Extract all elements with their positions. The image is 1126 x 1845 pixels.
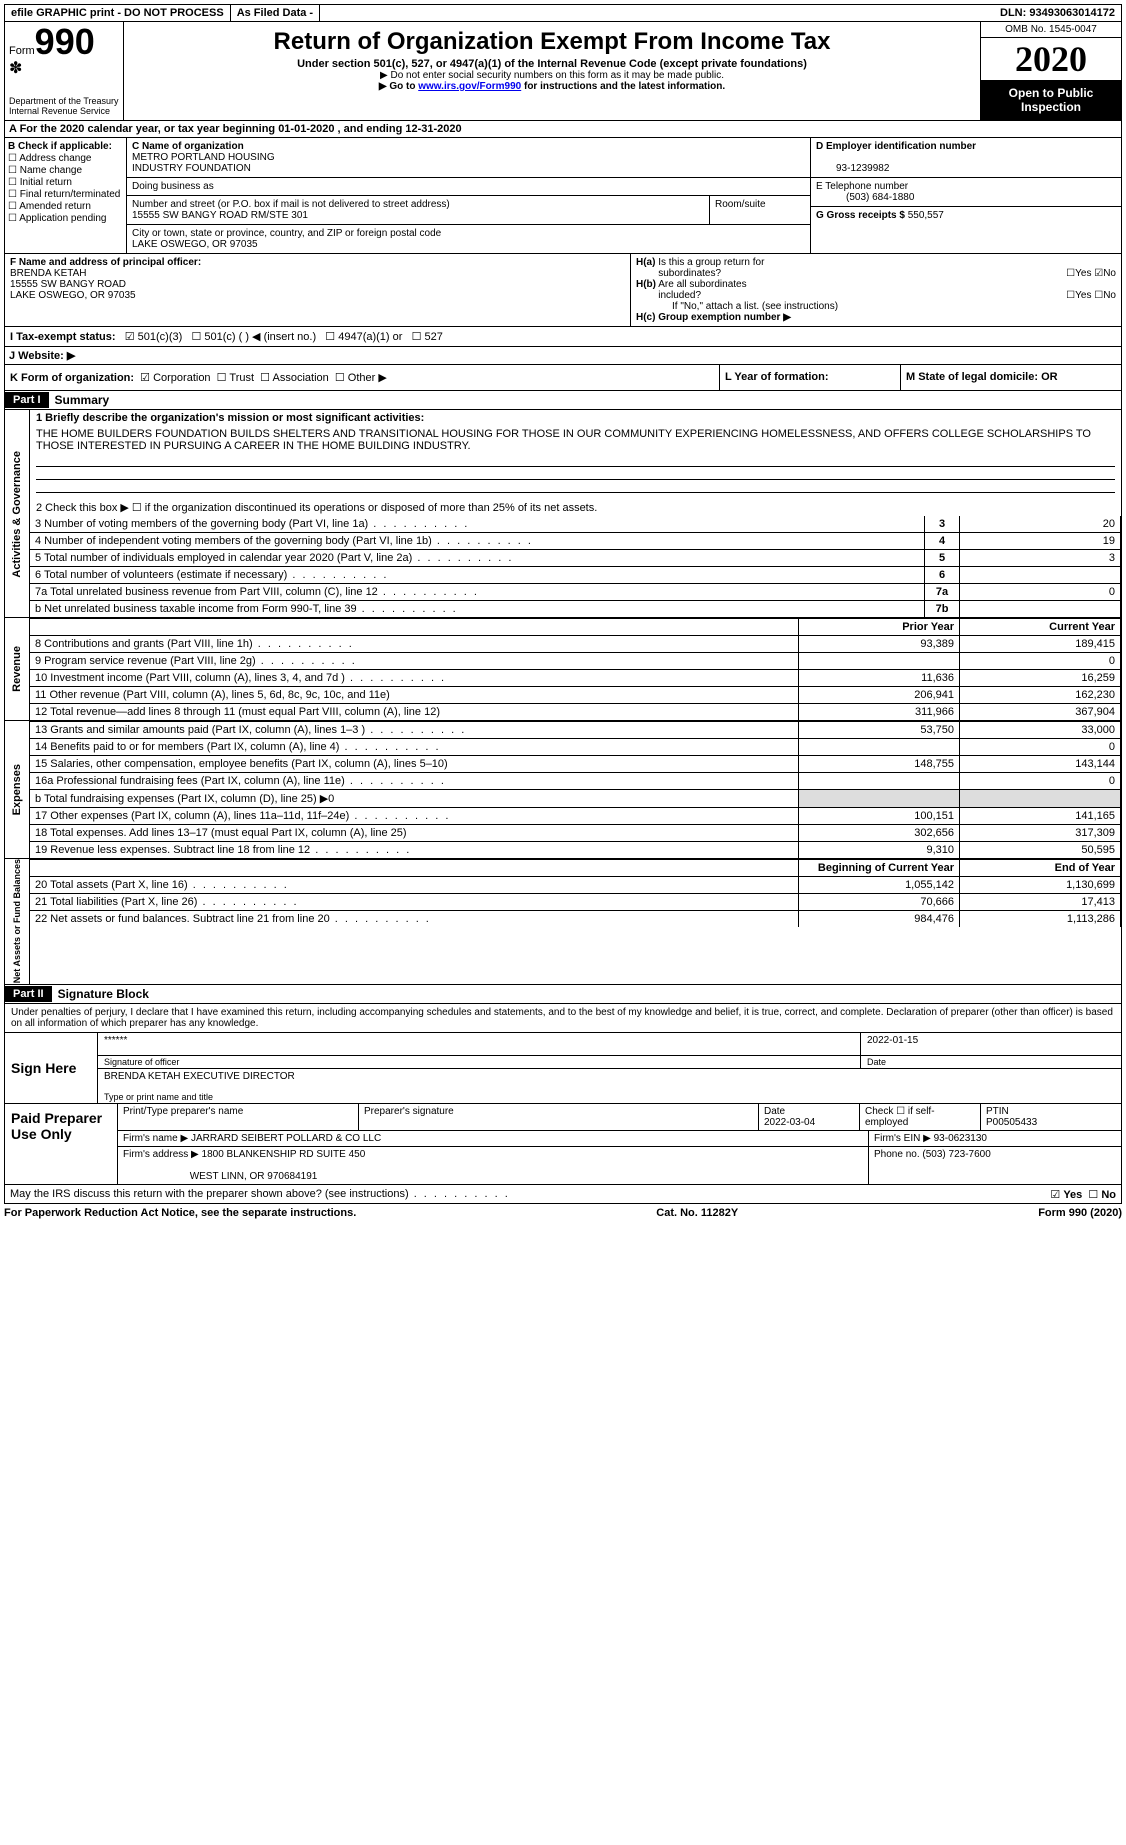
omb-block: OMB No. 1545-0047 2020 Open to Public In… [981,22,1121,120]
form-header: Form990 ✽ Department of the TreasuryInte… [4,22,1122,121]
chk-address[interactable]: ☐ Address change [8,153,123,164]
revenue-table: Prior YearCurrent Year 8 Contributions a… [30,618,1121,720]
part2-title: Signature Block [52,985,155,1003]
form-label: Form [9,45,35,57]
line-i: I Tax-exempt status: ☑ 501(c)(3) ☐ 501(c… [4,327,1122,347]
efile-topbar: efile GRAPHIC print - DO NOT PROCESS As … [4,4,1122,22]
gross-cell: G Gross receipts $ 550,557 [811,207,1121,224]
tax-year: 2020 [981,38,1121,80]
ein-cell: D Employer identification number 93-1239… [811,138,1121,178]
line-klm: K Form of organization: ☑ Corporation ☐ … [4,365,1122,391]
form-subtitle: Under section 501(c), 527, or 4947(a)(1)… [128,58,976,70]
vtab-expenses: Expenses [5,721,30,858]
preparer-block: Paid Preparer Use Only Print/Type prepar… [5,1103,1121,1184]
signature-block: Under penalties of perjury, I declare th… [4,1004,1122,1185]
vtab-governance: Activities & Governance [5,410,30,617]
sig-date: 2022-01-15 [861,1033,1121,1056]
box-b: B Check if applicable: ☐ Address change … [5,138,127,253]
box-deg: D Employer identification number 93-1239… [810,138,1121,253]
perjury-declaration: Under penalties of perjury, I declare th… [5,1004,1121,1032]
form-title-block: Return of Organization Exempt From Incom… [123,22,981,120]
chk-initial[interactable]: ☐ Initial return [8,177,123,188]
ssn-note: ▶ Do not enter social security numbers o… [128,70,976,81]
chk-pending[interactable]: ☐ Application pending [8,213,123,224]
footer-left: For Paperwork Reduction Act Notice, see … [4,1207,356,1219]
form-number: 990 [35,21,95,62]
sign-here-row: Sign Here ****** Signature of officer 20… [5,1032,1121,1103]
self-employed[interactable]: Check ☐ if self-employed [860,1104,981,1130]
revenue-section: Revenue Prior YearCurrent Year 8 Contrib… [4,618,1122,721]
vtab-netassets: Net Assets or Fund Balances [5,859,30,983]
org-name-cell: C Name of organization METRO PORTLAND HO… [127,138,810,178]
box-b-header: B Check if applicable: [8,141,123,152]
box-c: C Name of organization METRO PORTLAND HO… [127,138,810,253]
entity-grid: B Check if applicable: ☐ Address change … [4,138,1122,254]
discuss-row: May the IRS discuss this return with the… [4,1185,1122,1204]
fh-row: F Name and address of principal officer:… [4,254,1122,327]
footer-right: Form 990 (2020) [1038,1207,1122,1219]
line-a: A For the 2020 calendar year, or tax yea… [4,121,1122,138]
chk-amended[interactable]: ☐ Amended return [8,201,123,212]
page-footer: For Paperwork Reduction Act Notice, see … [4,1204,1122,1222]
expenses-table: 13 Grants and similar amounts paid (Part… [30,721,1121,858]
city-cell: City or town, state or province, country… [127,225,810,253]
line-2: 2 Check this box ▶ ☐ if the organization… [30,499,1121,516]
line-j: J Website: ▶ [4,347,1122,365]
sig-officer-label: Signature of officer [98,1056,860,1068]
dept-treasury: Department of the TreasuryInternal Reven… [9,96,119,116]
box-f: F Name and address of principal officer:… [5,254,631,326]
gov-table: 3 Number of voting members of the govern… [30,516,1121,617]
part1-title: Summary [49,391,116,409]
omb-number: OMB No. 1545-0047 [981,22,1121,38]
officer-name-label: Type or print name and title [98,1091,1121,1103]
vtab-revenue: Revenue [5,618,30,720]
governance-section: Activities & Governance 1 Briefly descri… [4,410,1122,618]
part2-badge: Part II [5,986,52,1002]
prep-name-col: Print/Type preparer's name [118,1104,359,1130]
box-h: H(a) Is this a group return for subordin… [631,254,1121,326]
phone-cell: E Telephone number (503) 684-1880 [811,178,1121,207]
prep-sig-col: Preparer's signature [359,1104,759,1130]
addr-cell: Number and street (or P.O. box if mail i… [127,196,810,225]
signature-line[interactable]: ****** [98,1033,860,1056]
dln: DLN: 93493063014172 [994,5,1121,21]
irs-link[interactable]: www.irs.gov/Form990 [418,81,521,92]
chk-name[interactable]: ☐ Name change [8,165,123,176]
form-title: Return of Organization Exempt From Incom… [128,28,976,56]
part1-header: Part I Summary [4,391,1122,410]
asfiled-label: As Filed Data - [231,5,320,21]
mission-text: THE HOME BUILDERS FOUNDATION BUILDS SHEL… [30,426,1121,454]
public-inspection: Open to Public Inspection [981,80,1121,120]
form-id-block: Form990 ✽ Department of the TreasuryInte… [5,22,123,120]
part1-badge: Part I [5,392,49,408]
sig-date-label: Date [861,1056,1121,1068]
expenses-section: Expenses 13 Grants and similar amounts p… [4,721,1122,859]
netassets-table: Beginning of Current YearEnd of Year 20 … [30,859,1121,927]
officer-name: BRENDA KETAH EXECUTIVE DIRECTOR [98,1068,1121,1091]
efile-label: efile GRAPHIC print - DO NOT PROCESS [5,5,231,21]
preparer-label: Paid Preparer Use Only [5,1104,117,1184]
mission-label: 1 Briefly describe the organization's mi… [36,412,424,424]
footer-catno: Cat. No. 11282Y [656,1207,738,1219]
goto-note: ▶ Go to www.irs.gov/Form990 for instruct… [128,81,976,92]
sign-here-label: Sign Here [5,1033,97,1103]
dba-cell: Doing business as [127,178,810,196]
netassets-section: Net Assets or Fund Balances Beginning of… [4,859,1122,984]
chk-final[interactable]: ☐ Final return/terminated [8,189,123,200]
part2-header: Part II Signature Block [4,985,1122,1004]
